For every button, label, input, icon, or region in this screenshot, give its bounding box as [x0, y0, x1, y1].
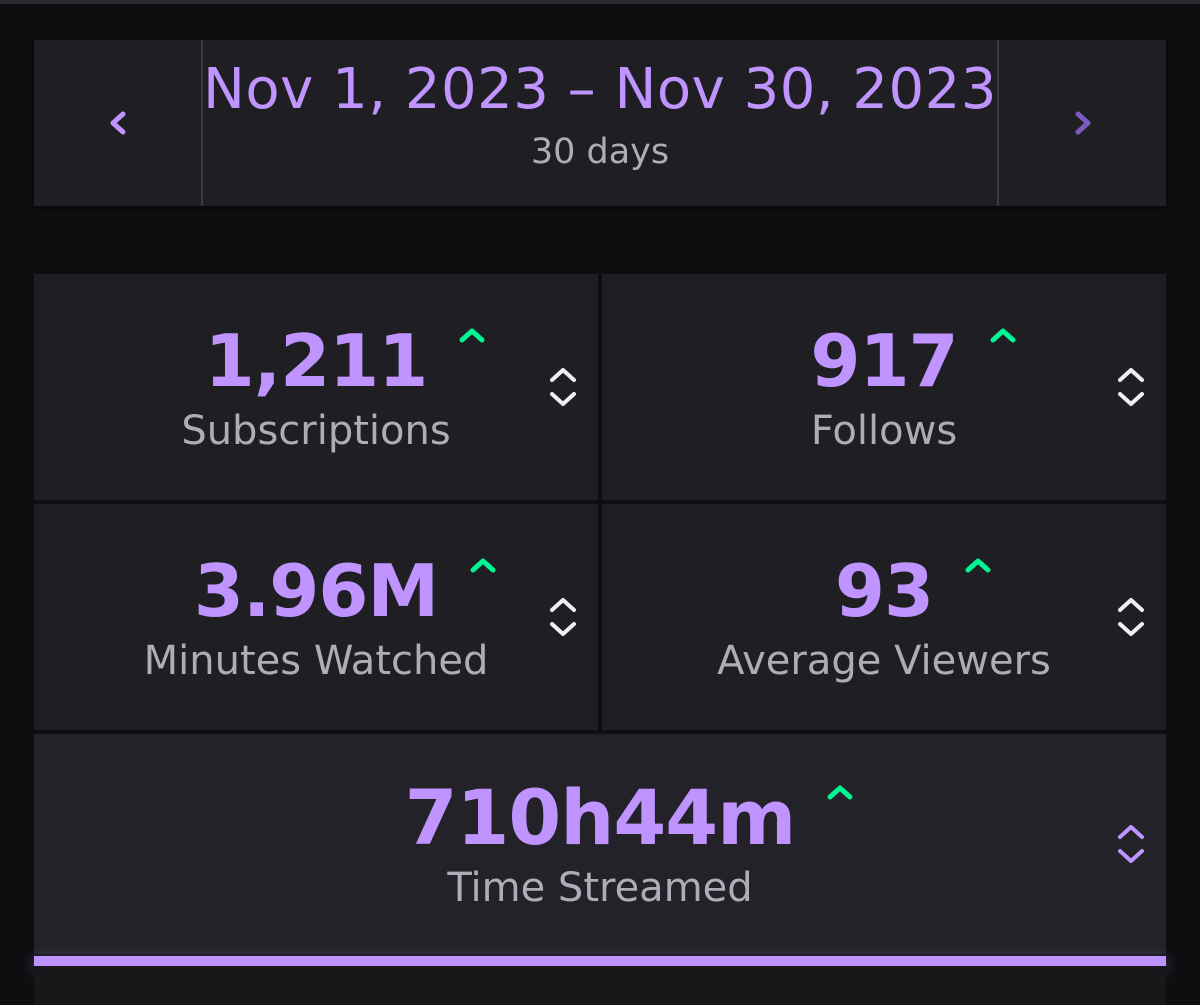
- top-divider: [0, 0, 1200, 4]
- stat-label: Minutes Watched: [143, 638, 489, 684]
- chevron-right-icon: [1075, 111, 1090, 135]
- caret-up-icon: [470, 558, 496, 573]
- stat-value-group: 93: [834, 549, 991, 633]
- stats-grid: 1,211 Subscriptions 917 Follows: [34, 274, 1166, 954]
- stat-value: 1,211: [204, 319, 429, 403]
- sort-icon[interactable]: [1116, 822, 1146, 866]
- caret-up-icon: [459, 328, 485, 343]
- sort-icon[interactable]: [548, 365, 578, 409]
- caret-up-icon: [827, 785, 853, 800]
- stat-value: 710h44m: [404, 773, 797, 862]
- sort-icon[interactable]: [1116, 365, 1146, 409]
- stat-value-group: 1,211: [204, 319, 485, 403]
- stat-card-follows[interactable]: 917 Follows: [602, 274, 1166, 500]
- stat-label: Subscriptions: [181, 408, 451, 454]
- stat-card-subscriptions[interactable]: 1,211 Subscriptions: [34, 274, 598, 500]
- stat-value: 93: [834, 549, 934, 633]
- stat-card-average-viewers[interactable]: 93 Average Viewers: [602, 504, 1166, 730]
- date-range-duration: 30 days: [530, 132, 670, 172]
- next-period-button[interactable]: [997, 40, 1166, 206]
- stat-label: Average Viewers: [717, 638, 1051, 684]
- stat-value: 917: [810, 319, 958, 403]
- date-range-navigator: Nov 1, 2023 – Nov 30, 2023 30 days: [34, 40, 1166, 206]
- stat-value-group: 710h44m: [404, 773, 853, 862]
- date-range-text: Nov 1, 2023 – Nov 30, 2023: [203, 57, 997, 122]
- date-range-display[interactable]: Nov 1, 2023 – Nov 30, 2023 30 days: [203, 40, 997, 206]
- stat-card-time-streamed[interactable]: 710h44m Time Streamed: [34, 734, 1166, 954]
- stat-value-group: 917: [810, 319, 1016, 403]
- chevron-left-icon: [110, 111, 125, 135]
- stats-row: 1,211 Subscriptions 917 Follows: [34, 274, 1166, 500]
- previous-period-button[interactable]: [34, 40, 203, 206]
- caret-up-icon: [965, 558, 991, 573]
- caret-up-icon: [990, 328, 1016, 343]
- content-area: [34, 966, 1166, 1005]
- stat-value-group: 3.96M: [193, 549, 496, 633]
- sort-icon[interactable]: [1116, 595, 1146, 639]
- stat-value: 3.96M: [193, 549, 439, 633]
- stat-card-minutes-watched[interactable]: 3.96M Minutes Watched: [34, 504, 598, 730]
- sort-icon[interactable]: [548, 595, 578, 639]
- stat-label: Follows: [810, 408, 958, 454]
- selected-stat-indicator: [34, 956, 1166, 966]
- stats-row: 3.96M Minutes Watched 93 Average Viewers: [34, 504, 1166, 730]
- stat-label: Time Streamed: [447, 865, 753, 911]
